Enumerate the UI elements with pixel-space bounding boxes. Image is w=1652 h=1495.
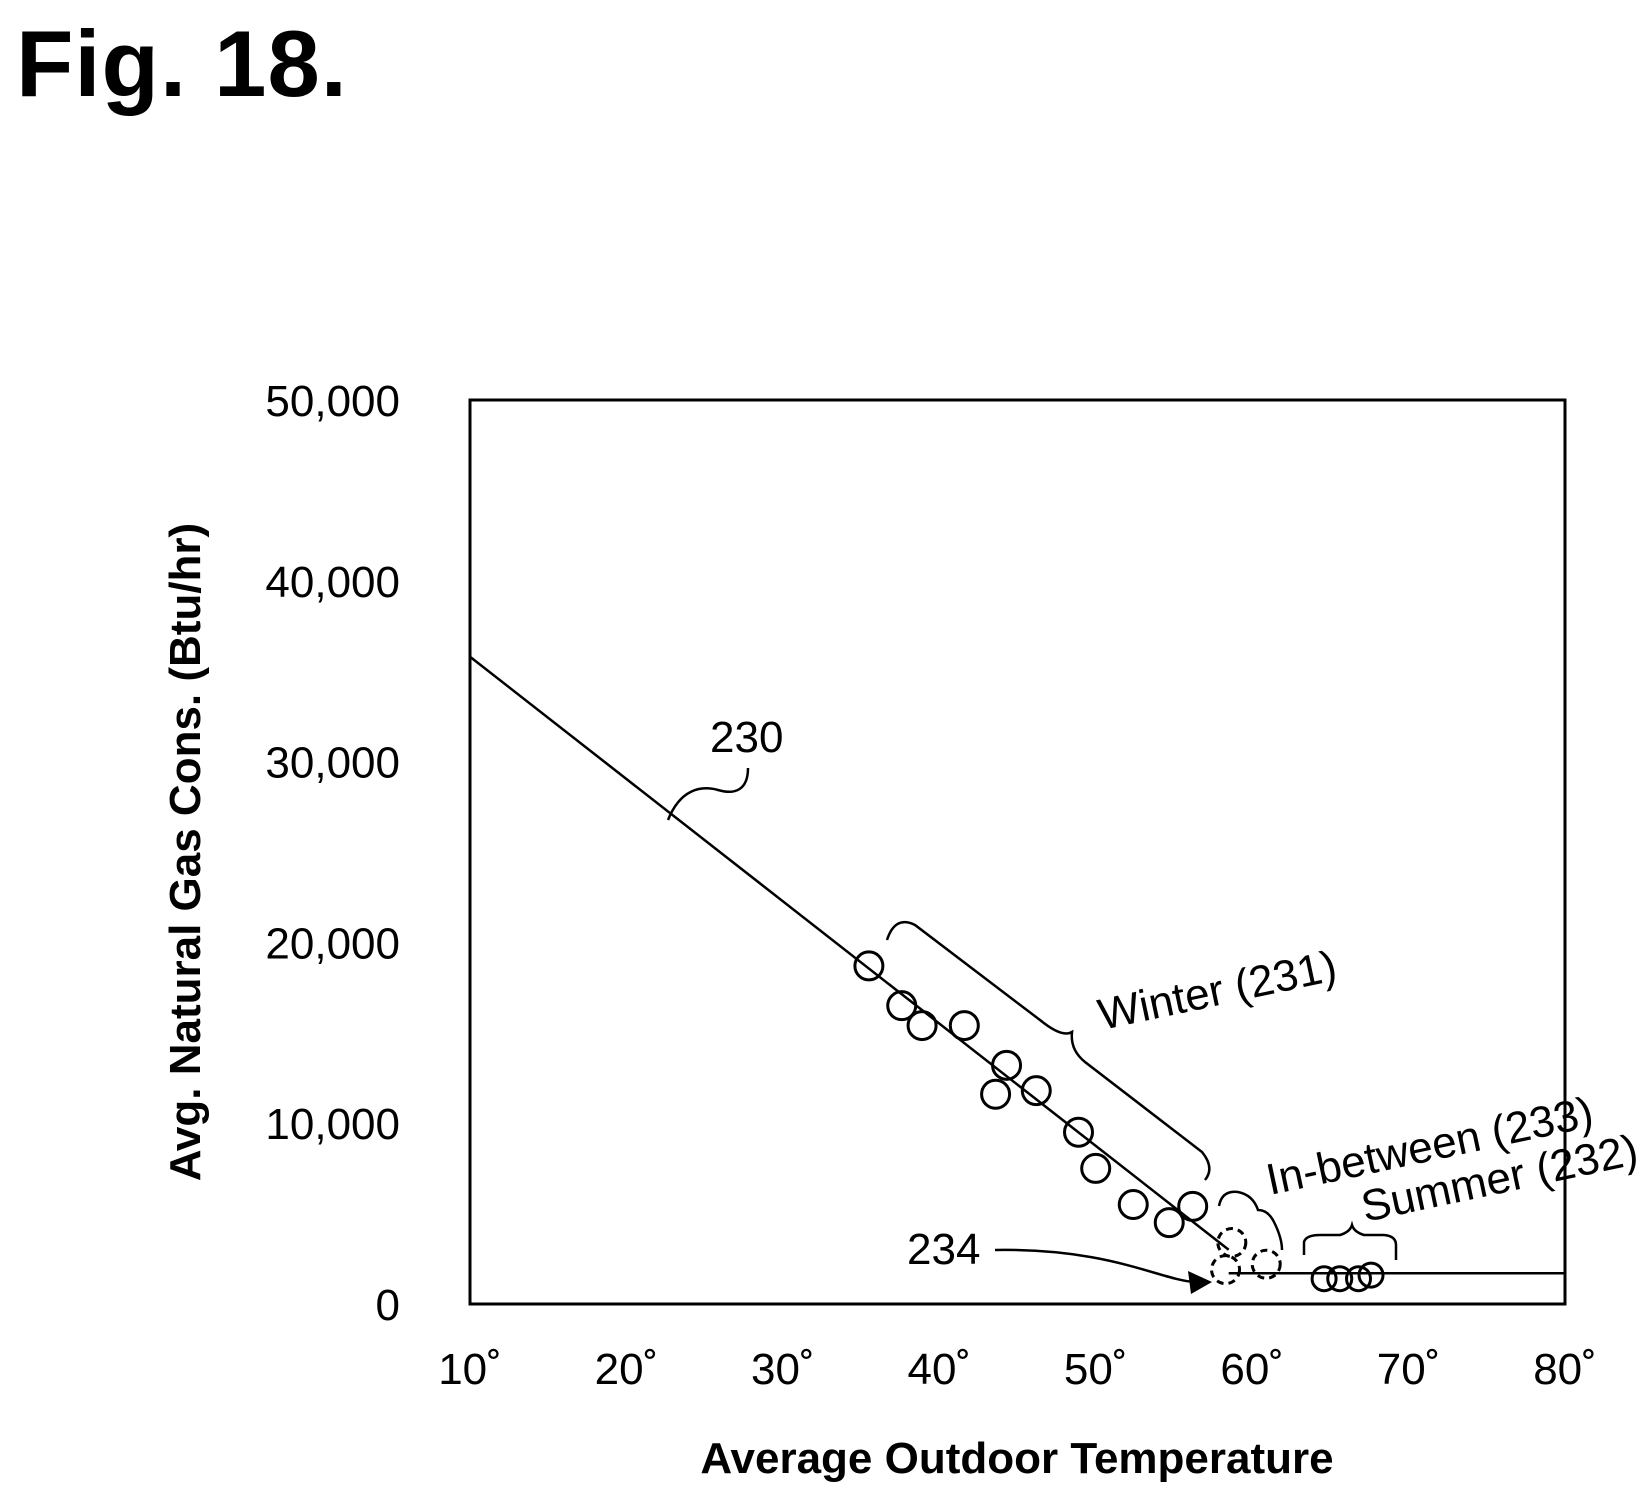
y-tick-label-4: 40,000 bbox=[265, 558, 400, 607]
x-tick-label-1: 20˚ bbox=[595, 1345, 659, 1394]
point-winter-231-4 bbox=[991, 1049, 1023, 1081]
x-tick-label-0: 10˚ bbox=[438, 1345, 502, 1394]
point-summer-232-0 bbox=[1310, 1265, 1338, 1293]
x-tick-labels: 10˚ 20˚ 30˚ 40˚ 50˚ 60˚ 70˚ 80˚ bbox=[438, 1345, 1597, 1394]
point-summer-232-2 bbox=[1345, 1265, 1373, 1293]
x-tick-label-6: 70˚ bbox=[1377, 1345, 1441, 1394]
brace-winter bbox=[885, 920, 1211, 1181]
x-tick-label-2: 30˚ bbox=[751, 1345, 815, 1394]
point-winter-231-3 bbox=[948, 1010, 980, 1042]
label-234: 234 bbox=[907, 1225, 980, 1274]
point-winter-231-0 bbox=[853, 950, 885, 982]
point-winter-231-5 bbox=[980, 1078, 1012, 1110]
brace-in-between bbox=[1217, 1190, 1284, 1251]
data-points bbox=[853, 950, 1385, 1293]
point-summer-232-3 bbox=[1357, 1261, 1385, 1289]
y-axis-label: Avg. Natural Gas Cons. (Btu/hr) bbox=[161, 523, 210, 1181]
point-winter-231-1 bbox=[886, 990, 918, 1022]
brace-summer bbox=[1302, 1220, 1398, 1260]
y-tick-label-1: 10,000 bbox=[265, 1100, 400, 1149]
y-tick-label-2: 20,000 bbox=[265, 919, 400, 968]
point-in-between-233-1 bbox=[1210, 1254, 1242, 1286]
x-tick-label-5: 60˚ bbox=[1220, 1345, 1284, 1394]
point-winter-231-8 bbox=[1080, 1152, 1112, 1184]
leader-230 bbox=[666, 767, 750, 821]
x-tick-label-7: 80˚ bbox=[1533, 1345, 1597, 1394]
point-winter-231-6 bbox=[1020, 1075, 1052, 1107]
plot-frame bbox=[468, 398, 1567, 1306]
arrow-234-head bbox=[1188, 1271, 1212, 1294]
y-tick-labels: 0 10,000 20,000 30,000 40,000 50,000 bbox=[265, 377, 400, 1330]
arrow-234-shaft bbox=[994, 1248, 1196, 1284]
point-in-between-233-0 bbox=[1216, 1227, 1248, 1259]
point-winter-231-10 bbox=[1153, 1207, 1185, 1239]
y-tick-label-5: 50,000 bbox=[265, 377, 400, 426]
figure-title: Fig. 18. bbox=[16, 11, 348, 116]
label-winter: Winter (231) bbox=[1094, 942, 1341, 1040]
fit-line-segment-0 bbox=[469, 655, 1230, 1251]
label-230: 230 bbox=[710, 713, 783, 762]
x-axis-label: Average Outdoor Temperature bbox=[700, 1434, 1333, 1483]
x-tick-label-4: 50˚ bbox=[1064, 1345, 1128, 1394]
x-tick-label-3: 40˚ bbox=[907, 1345, 971, 1394]
fit-lines bbox=[469, 655, 1565, 1275]
point-in-between-233-2 bbox=[1250, 1248, 1282, 1280]
point-winter-231-11 bbox=[1177, 1190, 1209, 1222]
point-winter-231-7 bbox=[1063, 1116, 1095, 1148]
point-summer-232-1 bbox=[1326, 1265, 1354, 1293]
y-tick-label-3: 30,000 bbox=[265, 739, 400, 788]
y-tick-label-0: 0 bbox=[376, 1281, 400, 1330]
point-winter-231-2 bbox=[906, 1010, 938, 1042]
point-winter-231-9 bbox=[1117, 1189, 1149, 1221]
